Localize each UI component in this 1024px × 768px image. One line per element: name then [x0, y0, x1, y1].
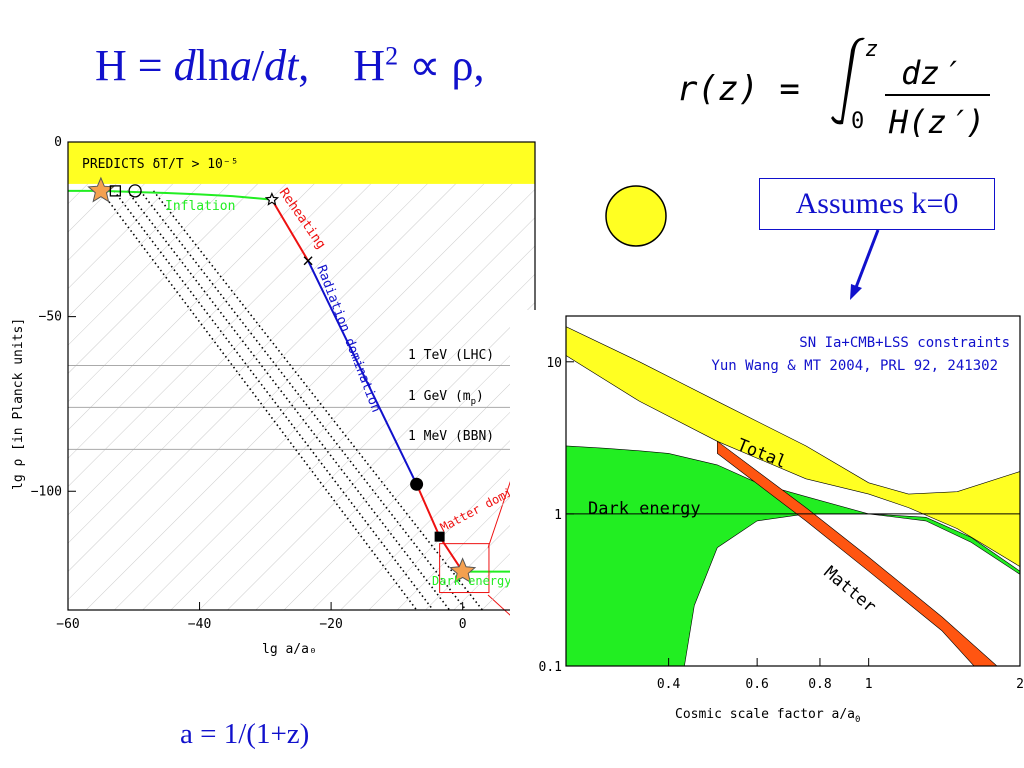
zoom-box	[439, 543, 490, 594]
dark-energy-area-label: Dark energy	[588, 499, 701, 519]
hatched-background	[68, 142, 535, 610]
y-tick-label: −50	[39, 310, 62, 325]
y-tick-label: 1	[554, 508, 562, 523]
integral-upper-limit: z	[865, 37, 878, 62]
density-history-chart: −60 −40 −20 00−50−100 PREDICTS δT/T > 10⁻⁵ …	[11, 135, 545, 657]
marker-star-filled	[449, 557, 477, 584]
excluded-band-label: PREDICTS δT/T > 10⁻⁵	[82, 157, 239, 172]
x-tick-label: 0.4	[657, 677, 681, 692]
y-axis-label: lg ρ [in Planck units]	[11, 318, 26, 490]
mode-track-dotted	[152, 190, 484, 611]
marker-circle-open	[128, 184, 142, 198]
marker-square-filled	[434, 531, 445, 542]
svg-text:1 GeV (mp): 1 GeV (mp)	[408, 389, 484, 407]
mode-track-dotted	[139, 190, 467, 611]
distance-lhs: r(z) =	[677, 69, 800, 109]
energy-scale-label: 1 TeV (LHC) 1 GeV (mp) 1 MeV (BBN)	[408, 348, 494, 444]
matter-area	[717, 440, 998, 666]
plot-frame	[565, 315, 1021, 667]
marker-star-open	[264, 192, 280, 206]
marker-circle-filled	[410, 477, 424, 491]
series-line	[271, 199, 309, 262]
assumption-box: Assumes k=0	[759, 178, 995, 230]
scale-factor-redshift-relation: a = 1/(1+z)	[180, 718, 310, 750]
reference-annotation: Yun Wang & MT 2004, PRL 92, 241302	[711, 358, 998, 374]
x-tick-label: 0.8	[808, 677, 831, 692]
yellow-circle-icon	[605, 185, 667, 247]
x-tick-label: 0	[459, 617, 467, 632]
svg-text:1 MeV (BBN): 1 MeV (BBN)	[408, 429, 494, 444]
y-tick-label: 0	[54, 135, 62, 150]
pointer-arrow-icon	[850, 229, 880, 300]
x-tick-label: 1	[865, 677, 873, 692]
excluded-band	[68, 142, 535, 184]
x-tick-label: 0.6	[745, 677, 768, 692]
total-area	[566, 326, 1020, 567]
y-tick-label: 0.1	[539, 660, 562, 675]
x-axis-label: Cosmic scale factor a/a0	[675, 707, 860, 725]
constraints-annotation: SN Ia+CMB+LSS constraints	[799, 335, 1010, 351]
marker-cross	[303, 256, 313, 266]
x-tick-label: −40	[188, 617, 211, 632]
svg-text:1 TeV (LHC): 1 TeV (LHC)	[408, 348, 494, 363]
integral-denominator: H(z′)	[888, 103, 985, 140]
integral-numerator: dz′	[901, 54, 959, 92]
integral-lower-limit: 0	[851, 109, 864, 134]
x-axis-label: lg a/a₀	[262, 642, 317, 657]
x-tick-label: 2	[1016, 677, 1024, 692]
distance-integral-equation: r(z) = z 0 dz′ H(z′)	[677, 37, 990, 140]
hubble-friedmann-equations: H = dlna/dt, H2 ∝ ρ,	[95, 41, 485, 90]
mode-track-dotted	[100, 190, 418, 611]
y-tick-label: −100	[31, 484, 62, 499]
inflation-label: Inflation	[165, 199, 235, 214]
energy-density-evolution-chart: 0.4 0.6 0.8 1 2 0.1 1 10 SN Ia+CMB+LSS constrai…	[510, 310, 1024, 725]
x-tick-label: −20	[319, 617, 342, 632]
x-tick-label: −60	[56, 617, 79, 632]
y-tick-label: 10	[546, 356, 562, 371]
series-line	[307, 260, 418, 485]
dark-energy-area	[566, 445, 1020, 666]
marker-square-open	[109, 185, 122, 197]
